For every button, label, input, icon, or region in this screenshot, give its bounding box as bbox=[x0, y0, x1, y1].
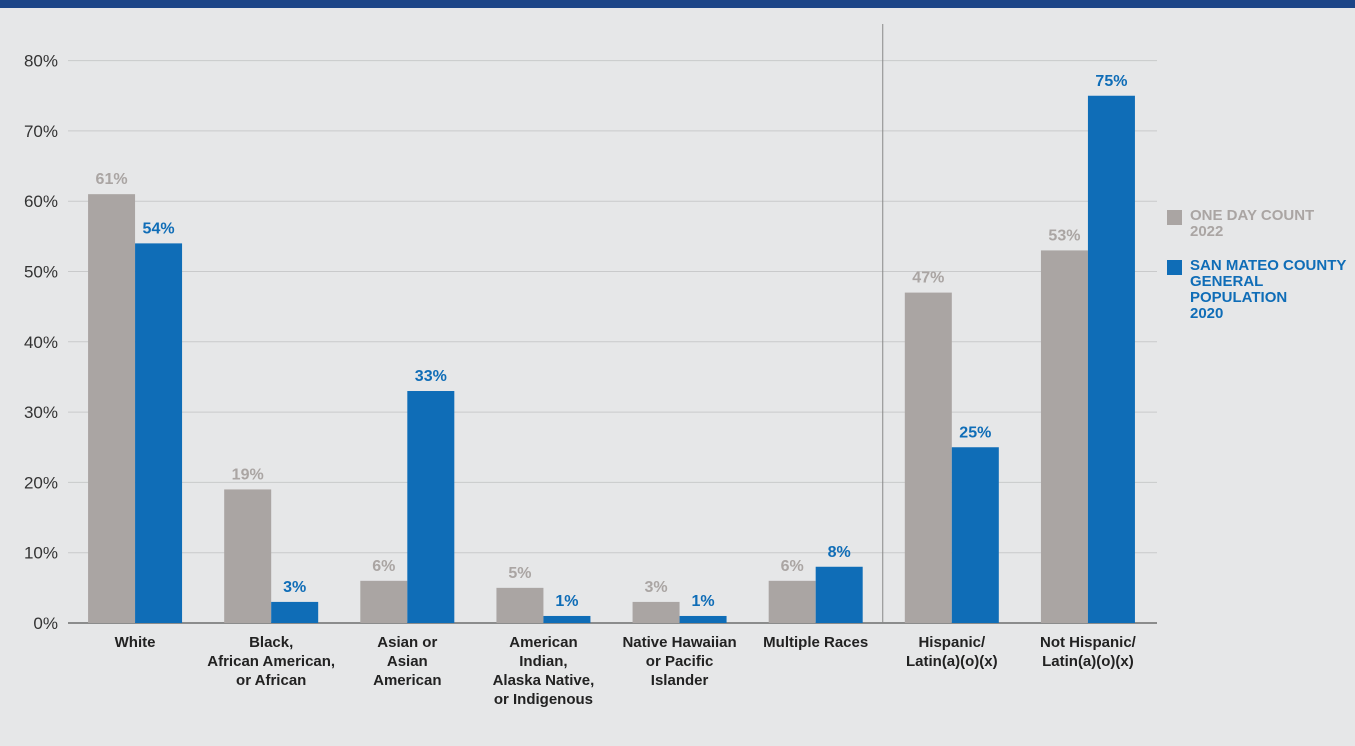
data-label: 19% bbox=[232, 466, 264, 483]
y-tick-label: 20% bbox=[24, 473, 58, 492]
bar bbox=[632, 601, 680, 623]
data-label: 53% bbox=[1048, 227, 1080, 244]
bar bbox=[496, 587, 544, 623]
data-label: 1% bbox=[692, 593, 715, 610]
y-tick-label: 80% bbox=[24, 52, 58, 71]
y-tick-label: 30% bbox=[24, 403, 58, 422]
bar bbox=[224, 489, 272, 623]
data-label: 6% bbox=[372, 558, 395, 575]
y-tick-label: 0% bbox=[33, 614, 58, 633]
data-label: 5% bbox=[508, 565, 531, 582]
legend-swatch-blue bbox=[1167, 260, 1182, 275]
x-category-label: Multiple Races bbox=[763, 634, 868, 651]
bar bbox=[951, 447, 999, 623]
data-label: 75% bbox=[1095, 73, 1127, 90]
x-category-label: Black, African American, or African bbox=[207, 634, 335, 689]
bar bbox=[768, 580, 816, 623]
legend: ONE DAY COUNT 2022 SAN MATEO COUNTY GENE… bbox=[1167, 208, 1352, 340]
x-category-label: Hispanic/Latin(a)(o)(x) bbox=[906, 634, 998, 670]
y-tick-label: 70% bbox=[24, 122, 58, 141]
bars bbox=[88, 95, 1135, 624]
data-label: 47% bbox=[912, 270, 944, 287]
legend-item-general-population: SAN MATEO COUNTY GENERAL POPULATION 2020 bbox=[1167, 258, 1352, 322]
top-bar bbox=[0, 0, 1355, 8]
data-label: 1% bbox=[555, 593, 578, 610]
data-label: 33% bbox=[415, 368, 447, 385]
y-tick-label: 40% bbox=[24, 333, 58, 352]
bar bbox=[1040, 250, 1088, 623]
value-labels: 61% 54% 19% 3% 6% 33% 5% 1% 3% 1% 6% 8% 47% 25% 53% 75% bbox=[96, 73, 1128, 610]
data-label: 25% bbox=[959, 424, 991, 441]
bar bbox=[407, 391, 455, 623]
bar bbox=[904, 292, 952, 623]
x-axis-categories: White Black, African American, or African As… bbox=[115, 634, 1137, 708]
bar bbox=[1087, 95, 1135, 623]
data-label: 8% bbox=[828, 544, 851, 561]
x-category-label: Native Hawaiian or Pacific Islander bbox=[622, 634, 736, 689]
bar bbox=[360, 580, 408, 623]
data-label: 61% bbox=[96, 171, 128, 188]
bar bbox=[88, 194, 136, 624]
bar bbox=[815, 566, 863, 623]
legend-label-one-day-count: ONE DAY COUNT 2022 bbox=[1190, 207, 1315, 240]
bar bbox=[271, 601, 319, 623]
y-tick-label: 10% bbox=[24, 544, 58, 563]
y-tick-label: 50% bbox=[24, 263, 58, 282]
legend-item-one-day-count: ONE DAY COUNT 2022 bbox=[1167, 208, 1352, 240]
x-category-label: Asian or Asian American bbox=[373, 634, 441, 689]
x-category-label: American Indian, Alaska Native, or Indigeno… bbox=[493, 634, 595, 708]
bar bbox=[679, 615, 727, 623]
y-tick-label: 60% bbox=[24, 192, 58, 211]
x-category-label: Not Hispanic/Latin(a)(o)(x) bbox=[1040, 634, 1137, 670]
data-label: 54% bbox=[143, 220, 175, 237]
legend-label-general-population: SAN MATEO COUNTY GENERAL POPULATION 2020 bbox=[1190, 257, 1347, 322]
data-label: 3% bbox=[645, 579, 668, 596]
data-label: 3% bbox=[283, 579, 306, 596]
data-label: 6% bbox=[781, 558, 804, 575]
y-axis-ticks: 0% 10% 20% 30% 40% 50% 60% 70% 80% bbox=[24, 52, 58, 633]
bar bbox=[135, 243, 183, 623]
x-category-label: White bbox=[115, 634, 156, 651]
bar bbox=[543, 615, 591, 623]
legend-swatch-gray bbox=[1167, 210, 1182, 225]
